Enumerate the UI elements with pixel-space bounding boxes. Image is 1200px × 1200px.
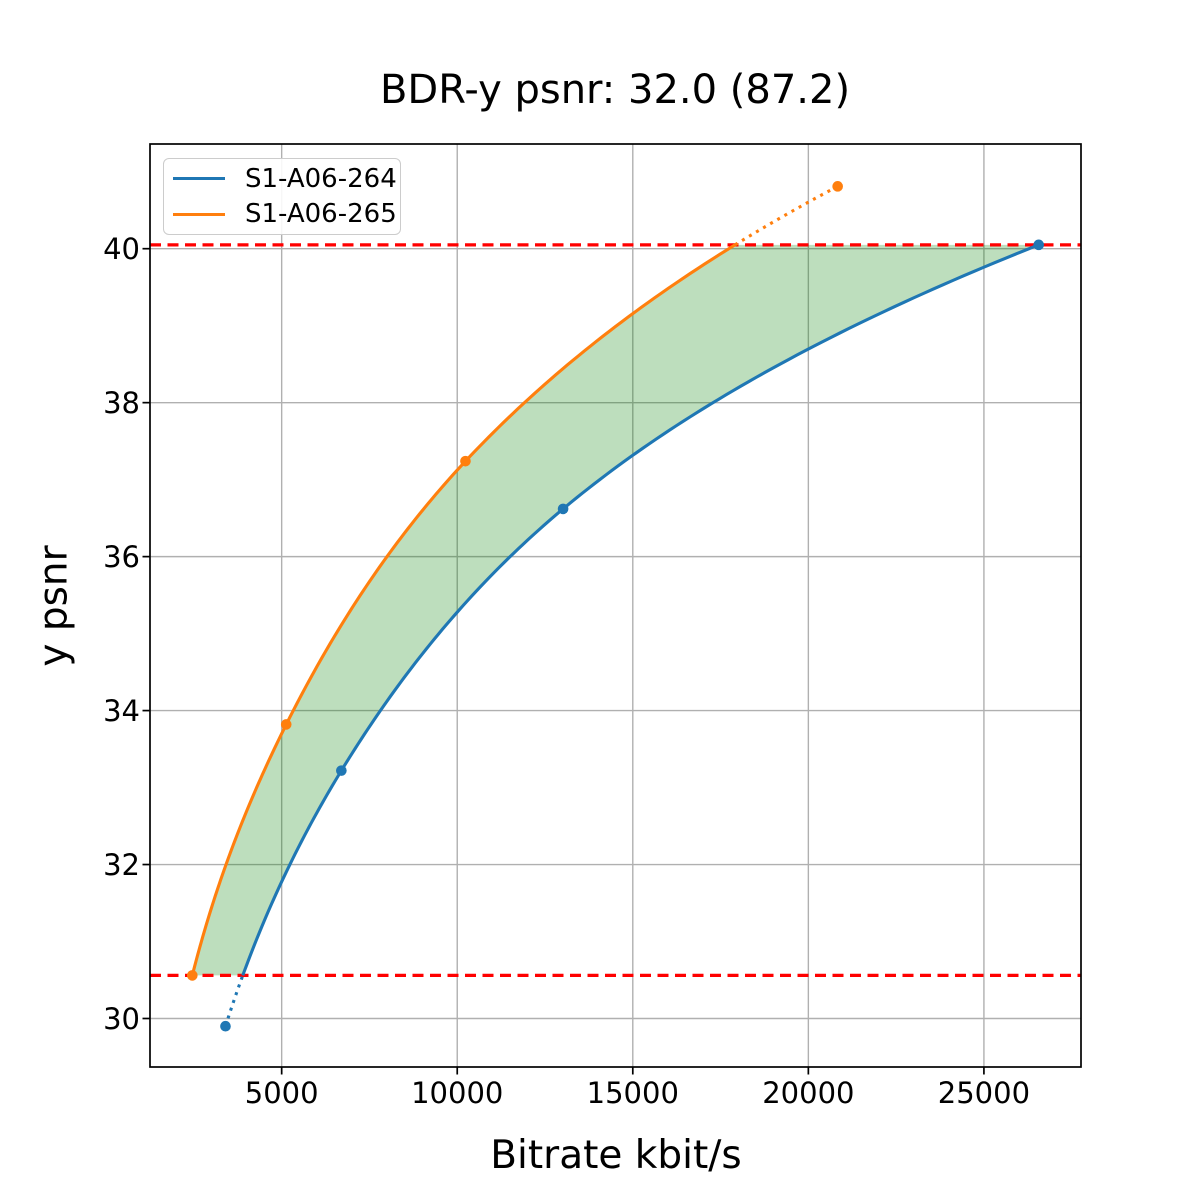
- data-point-S1-A06-264: [1033, 239, 1044, 251]
- x-tick-label: 10000: [411, 1076, 504, 1110]
- plot-border: [149, 143, 1082, 1068]
- series-line-S1-A06-264: [241, 243, 1040, 976]
- legend-line-sample: [173, 177, 225, 181]
- y-tick-label: 30: [103, 1001, 140, 1036]
- legend-item: S1-A06-265: [173, 197, 400, 232]
- legend-label: S1-A06-265: [245, 199, 397, 230]
- series-dotted-S1-A06-265: [734, 184, 839, 247]
- chart-title: BDR-y psnr: 32.0 (87.2): [379, 67, 851, 113]
- y-tick-label: 40: [103, 231, 140, 266]
- x-tick-label: 20000: [762, 1076, 855, 1110]
- x-axis-label: Bitrate kbit/s: [490, 1133, 742, 1178]
- data-point-S1-A06-265: [280, 719, 292, 730]
- y-tick-label: 38: [103, 385, 140, 420]
- data-point-S1-A06-265: [460, 455, 471, 467]
- legend-label: S1-A06-264: [245, 163, 397, 194]
- series-dotted-S1-A06-264: [224, 974, 245, 1027]
- legend: S1-A06-264 S1-A06-265: [163, 158, 401, 235]
- y-tick-label: 32: [103, 847, 140, 882]
- x-tick-label: 15000: [586, 1076, 679, 1110]
- y-axis-label: y psnr: [31, 545, 77, 667]
- data-point-S1-A06-264: [336, 765, 347, 776]
- bd-shaded-area: [192, 244, 1039, 976]
- x-tick-label: 25000: [937, 1076, 1031, 1110]
- data-point-S1-A06-265: [187, 970, 198, 981]
- x-tick-label: 5000: [244, 1076, 319, 1110]
- data-point-S1-A06-265: [832, 181, 843, 192]
- y-tick-label: 36: [103, 539, 140, 574]
- data-point-S1-A06-264: [220, 1020, 231, 1032]
- data-point-S1-A06-264: [557, 503, 569, 515]
- legend-item: S1-A06-264: [173, 161, 400, 196]
- y-tick-label: 34: [103, 693, 140, 728]
- legend-line-sample: [173, 212, 225, 216]
- series-line-S1-A06-265: [190, 243, 736, 976]
